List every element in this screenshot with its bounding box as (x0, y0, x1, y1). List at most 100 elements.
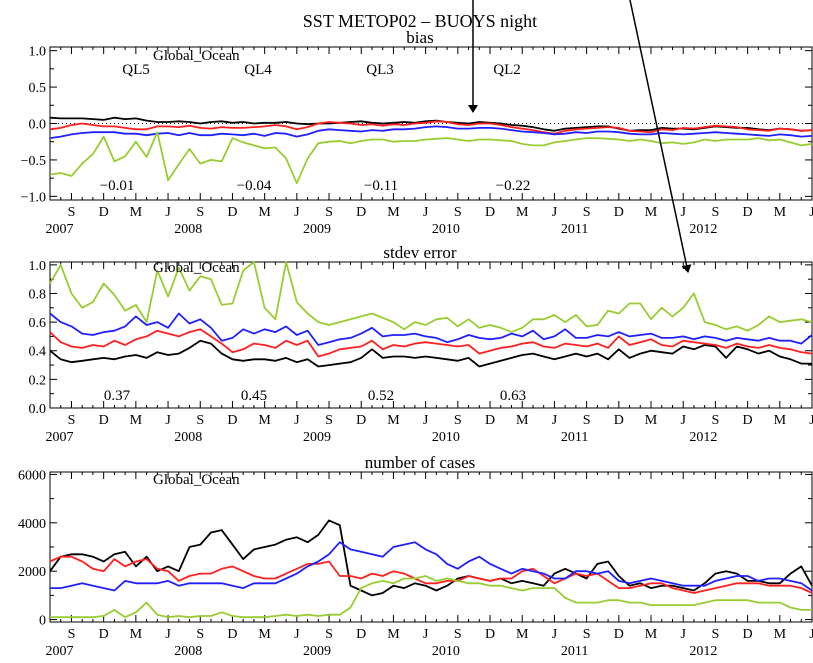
month-tick-label: J (552, 627, 558, 642)
summary-value: −0.04 (237, 178, 272, 194)
month-tick-label: M (130, 205, 143, 220)
month-tick-label: M (516, 627, 529, 642)
month-tick-label: J (552, 205, 558, 220)
month-tick-label: M (387, 413, 400, 428)
month-tick-label: D (227, 627, 237, 642)
month-tick-label: J (809, 205, 813, 220)
region-label: Global_Ocean (153, 472, 240, 488)
month-tick-label: J (423, 413, 429, 428)
month-tick-label: J (165, 413, 171, 428)
month-tick-label: D (99, 205, 109, 220)
year-label: 2007 (45, 430, 73, 445)
month-tick-label: S (454, 413, 462, 428)
series-line-ql3 (49, 125, 813, 139)
month-tick-label: D (614, 413, 624, 428)
summary-value: 0.45 (241, 388, 267, 404)
annotation-arrows (468, 0, 692, 273)
year-label: 2008 (174, 430, 202, 445)
summary-value: 0.37 (104, 388, 131, 404)
month-tick-label: D (99, 413, 109, 428)
y-tick-label: 6000 (18, 468, 46, 483)
month-tick-label: J (294, 205, 300, 220)
series-line-ql2 (49, 131, 813, 185)
month-tick-label: M (258, 627, 271, 642)
month-tick-label: D (356, 413, 366, 428)
month-tick-label: M (645, 627, 658, 642)
y-tick-label: 0.6 (29, 316, 47, 331)
month-tick-label: D (485, 205, 495, 220)
month-tick-label: J (809, 627, 813, 642)
year-label: 2010 (432, 430, 460, 445)
summary-value: 0.52 (368, 388, 394, 404)
year-label: 2011 (561, 430, 588, 445)
year-label: 2012 (689, 222, 717, 237)
month-tick-label: S (712, 413, 720, 428)
y-tick-label: 1.0 (29, 259, 47, 274)
month-tick-label: J (680, 413, 686, 428)
month-tick-label: M (387, 205, 400, 220)
panel-title: bias (406, 28, 433, 47)
month-tick-label: M (258, 413, 271, 428)
month-tick-label: M (774, 205, 787, 220)
month-tick-label: M (258, 205, 271, 220)
month-tick-label: M (645, 205, 658, 220)
series-line-ql3 (49, 312, 813, 346)
month-tick-label: S (712, 205, 720, 220)
y-tick-label: 4000 (18, 517, 46, 532)
y-tick-label: 0 (39, 614, 46, 629)
stdev-error-panel: stdev error 1.0 0.8 0.6 0.4 0.2 0.0 S 2007 D M J S 20… (29, 243, 813, 445)
bias-panel: bias 1.0 0.5 0.0 −0.5 −1.0 S 2007 D M J S 2008 D M J S 20… (21, 28, 813, 237)
month-tick-label: D (743, 413, 753, 428)
series-line-ql4 (49, 120, 813, 135)
month-tick-label: D (614, 205, 624, 220)
y-tick-label: 1.0 (29, 45, 47, 60)
year-label: 2010 (432, 644, 460, 659)
summary-value: −0.11 (364, 178, 398, 194)
month-tick-label: S (68, 205, 76, 220)
month-tick-label: J (294, 413, 300, 428)
year-label: 2011 (561, 644, 588, 659)
month-tick-label: S (196, 413, 204, 428)
year-label: 2007 (45, 644, 73, 659)
y-tick-label: −0.5 (21, 154, 46, 169)
month-tick-label: S (712, 627, 720, 642)
series-line-ql5 (49, 519, 813, 597)
summary-value: 0.63 (500, 388, 526, 404)
month-tick-label: M (774, 627, 787, 642)
region-label: Global_Ocean (153, 48, 240, 64)
month-tick-label: J (809, 413, 813, 428)
summary-value: −0.22 (496, 178, 531, 194)
month-tick-label: M (387, 627, 400, 642)
month-tick-label: D (485, 413, 495, 428)
month-tick-label: M (130, 627, 143, 642)
month-tick-label: J (423, 627, 429, 642)
month-tick-label: J (294, 627, 300, 642)
region-label: Global_Ocean (153, 260, 240, 276)
y-tick-label: 0.8 (29, 287, 47, 302)
month-tick-label: J (165, 627, 171, 642)
series-line-ql5 (49, 339, 812, 368)
arrow-line (629, 0, 692, 273)
month-tick-label: J (423, 205, 429, 220)
y-tick-label: −1.0 (21, 190, 46, 205)
series-line-ql2 (49, 261, 813, 334)
year-label: 2008 (174, 644, 202, 659)
month-tick-label: J (165, 205, 171, 220)
month-tick-label: D (356, 627, 366, 642)
month-tick-label: D (743, 627, 753, 642)
month-tick-label: D (743, 205, 753, 220)
month-tick-label: S (454, 205, 462, 220)
series-label: QL4 (244, 62, 272, 78)
month-tick-label: M (516, 205, 529, 220)
month-tick-label: S (68, 627, 76, 642)
y-tick-label: 0.0 (29, 118, 47, 133)
panel-title: stdev error (383, 243, 457, 262)
year-label: 2011 (561, 222, 588, 237)
series-label: QL5 (122, 62, 150, 78)
month-tick-label: D (227, 413, 237, 428)
month-tick-label: S (196, 205, 204, 220)
month-tick-label: S (583, 627, 591, 642)
year-label: 2009 (303, 644, 331, 659)
month-tick-label: S (196, 627, 204, 642)
